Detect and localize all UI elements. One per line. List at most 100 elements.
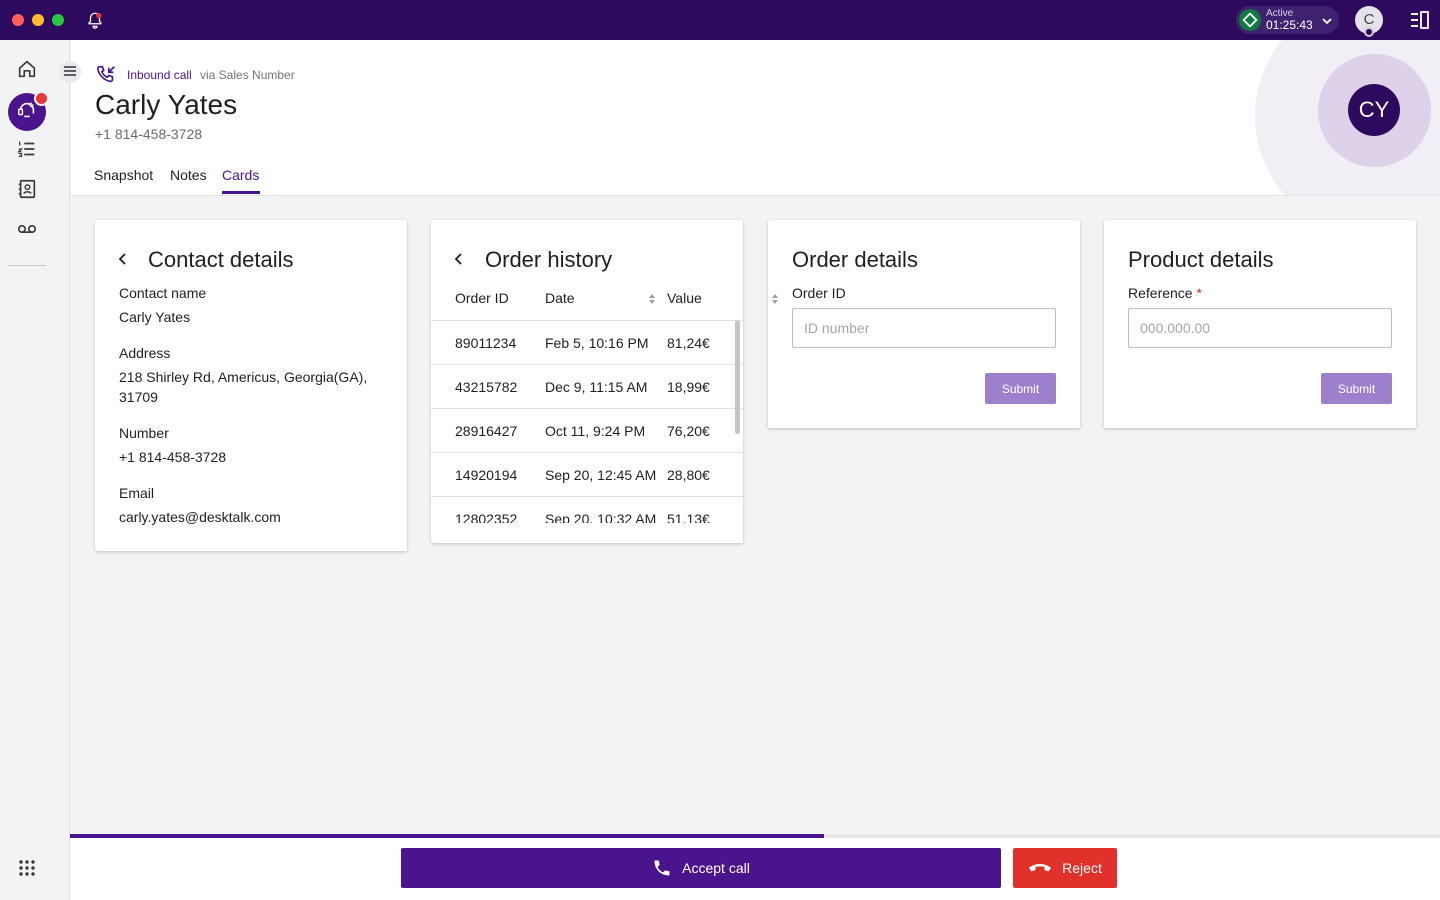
list-numbered-icon bbox=[16, 138, 38, 165]
back-chevron-icon[interactable] bbox=[117, 251, 129, 272]
reference-label-text: Reference bbox=[1128, 285, 1193, 301]
accept-call-button[interactable]: Accept call bbox=[401, 848, 1001, 888]
contact-name-label: Contact name bbox=[119, 285, 207, 301]
table-row[interactable]: 28916427 Oct 11, 9:24 PM 76,20€ bbox=[431, 409, 743, 453]
order-value-cell: 51,13€ bbox=[667, 511, 710, 523]
table-row[interactable]: 12802352 Sep 20, 10:32 AM 51,13€ bbox=[431, 497, 743, 523]
caller-name: Carly Yates bbox=[95, 89, 238, 120]
order-date-cell: Sep 20, 10:32 AM bbox=[545, 511, 657, 523]
status-label: Active bbox=[1266, 8, 1294, 19]
call-header: CY Inbound call via Sales Number Carly Y… bbox=[71, 40, 1440, 196]
tab-notes[interactable]: Notes bbox=[170, 167, 207, 183]
order-id-cell: 12802352 bbox=[455, 511, 518, 523]
tab-cards[interactable]: Cards bbox=[222, 167, 260, 183]
product-details-card: Product details Reference * Submit bbox=[1104, 220, 1416, 428]
address-value: 218 Shirley Rd, Americus, Georgia(GA), 3… bbox=[119, 369, 368, 405]
sidebar-item-contacts[interactable] bbox=[8, 172, 46, 210]
card-title: Order details bbox=[792, 247, 918, 272]
hang-up-icon bbox=[1028, 862, 1052, 874]
sidebar bbox=[0, 40, 70, 900]
email-label: Email bbox=[119, 485, 155, 501]
status-diamond-icon bbox=[1239, 9, 1261, 31]
order-date-cell: Sep 20, 12:45 AM bbox=[545, 467, 657, 483]
agent-headset-icon bbox=[16, 99, 38, 126]
order-value-cell: 18,99€ bbox=[667, 379, 710, 395]
ring-progress-bar bbox=[70, 834, 1440, 838]
column-header-order-id[interactable]: Order ID bbox=[455, 290, 509, 306]
required-marker: * bbox=[1196, 285, 1202, 301]
window-minimize-button[interactable] bbox=[32, 14, 44, 26]
number-value: +1 814-458-3728 bbox=[119, 449, 227, 465]
agent-status-selector[interactable]: Active 01:25:43 bbox=[1236, 6, 1339, 34]
contact-name-value: Carly Yates bbox=[119, 309, 191, 325]
order-value-cell: 76,20€ bbox=[667, 423, 710, 439]
sort-icon[interactable] bbox=[648, 292, 656, 310]
call-type-label: Inbound call bbox=[127, 68, 192, 82]
order-table-body[interactable]: 89011234 Feb 5, 10:16 PM 81,24€ 43215782… bbox=[431, 320, 743, 523]
table-scrollbar[interactable] bbox=[735, 320, 740, 434]
sidebar-collapse-button[interactable] bbox=[59, 61, 81, 83]
card-title: Contact details bbox=[148, 247, 294, 272]
notification-bell-icon[interactable] bbox=[86, 11, 104, 29]
reject-call-button[interactable]: Reject bbox=[1013, 848, 1117, 888]
order-details-card: Order details Order ID Submit bbox=[768, 220, 1080, 428]
order-value-cell: 28,80€ bbox=[667, 467, 710, 483]
ring-progress-fill bbox=[70, 834, 824, 838]
order-date-cell: Feb 5, 10:16 PM bbox=[545, 335, 649, 351]
order-date-cell: Oct 11, 9:24 PM bbox=[545, 423, 646, 439]
sidebar-divider bbox=[8, 265, 46, 266]
sidebar-item-queue[interactable] bbox=[8, 132, 46, 170]
inbound-call-icon bbox=[95, 64, 117, 91]
number-label: Number bbox=[119, 425, 169, 441]
card-title: Order history bbox=[485, 247, 613, 272]
order-id-cell: 43215782 bbox=[455, 379, 518, 395]
table-row[interactable]: 89011234 Feb 5, 10:16 PM 81,24€ bbox=[431, 321, 743, 365]
reject-call-label: Reject bbox=[1062, 860, 1102, 876]
order-id-cell: 14920194 bbox=[455, 467, 518, 483]
incoming-call-bar: Accept call Reject bbox=[70, 838, 1440, 900]
presence-dot bbox=[1364, 27, 1374, 37]
apps-menu-button[interactable] bbox=[8, 851, 46, 889]
order-id-input[interactable] bbox=[792, 308, 1056, 348]
chevron-down-icon bbox=[1321, 14, 1333, 32]
order-id-cell: 28916427 bbox=[455, 423, 518, 439]
phone-icon bbox=[652, 858, 672, 878]
status-timer: 01:25:43 bbox=[1266, 18, 1313, 32]
column-header-date[interactable]: Date bbox=[545, 290, 575, 306]
notification-badge bbox=[34, 91, 49, 106]
sidebar-item-voicemail[interactable] bbox=[8, 212, 46, 250]
order-date-cell: Dec 9, 11:15 AM bbox=[545, 379, 648, 395]
reference-label: Reference * bbox=[1128, 285, 1202, 301]
table-row[interactable]: 43215782 Dec 9, 11:15 AM 18,99€ bbox=[431, 365, 743, 409]
apps-grid-icon bbox=[18, 859, 36, 882]
card-title: Product details bbox=[1128, 247, 1274, 272]
address-label: Address bbox=[119, 345, 171, 361]
window-zoom-button[interactable] bbox=[52, 14, 64, 26]
window-close-button[interactable] bbox=[12, 14, 24, 26]
tab-snapshot[interactable]: Snapshot bbox=[94, 167, 154, 183]
sidebar-item-home[interactable] bbox=[8, 52, 46, 90]
voicemail-icon bbox=[16, 218, 38, 245]
back-chevron-icon[interactable] bbox=[453, 251, 465, 272]
accept-call-label: Accept call bbox=[682, 860, 750, 876]
home-icon bbox=[16, 58, 38, 85]
active-tab-indicator bbox=[222, 191, 260, 194]
contact-avatar: CY bbox=[1348, 84, 1400, 136]
email-value: carly.yates@desktalk.com bbox=[119, 509, 281, 525]
submit-button[interactable]: Submit bbox=[985, 373, 1056, 404]
column-header-value[interactable]: Value bbox=[667, 290, 702, 306]
order-id-cell: 89011234 bbox=[455, 335, 517, 351]
contact-details-card: Contact details Contact name Carly Yates… bbox=[95, 220, 407, 551]
submit-button[interactable]: Submit bbox=[1321, 373, 1392, 404]
call-via-label: via Sales Number bbox=[200, 68, 295, 82]
order-id-label: Order ID bbox=[792, 285, 846, 301]
order-value-cell: 81,24€ bbox=[667, 335, 710, 351]
table-row[interactable]: 14920194 Sep 20, 12:45 AM 28,80€ bbox=[431, 453, 743, 497]
order-history-card: Order history Order ID Date Value 890112… bbox=[431, 220, 743, 543]
contact-book-icon bbox=[16, 178, 38, 205]
title-bar: Active 01:25:43 C bbox=[0, 0, 1440, 40]
menu-icon bbox=[64, 63, 76, 81]
reference-input[interactable] bbox=[1128, 308, 1392, 348]
drag-handle-icon[interactable] bbox=[771, 292, 779, 310]
side-panel-toggle-icon[interactable] bbox=[1410, 11, 1430, 34]
